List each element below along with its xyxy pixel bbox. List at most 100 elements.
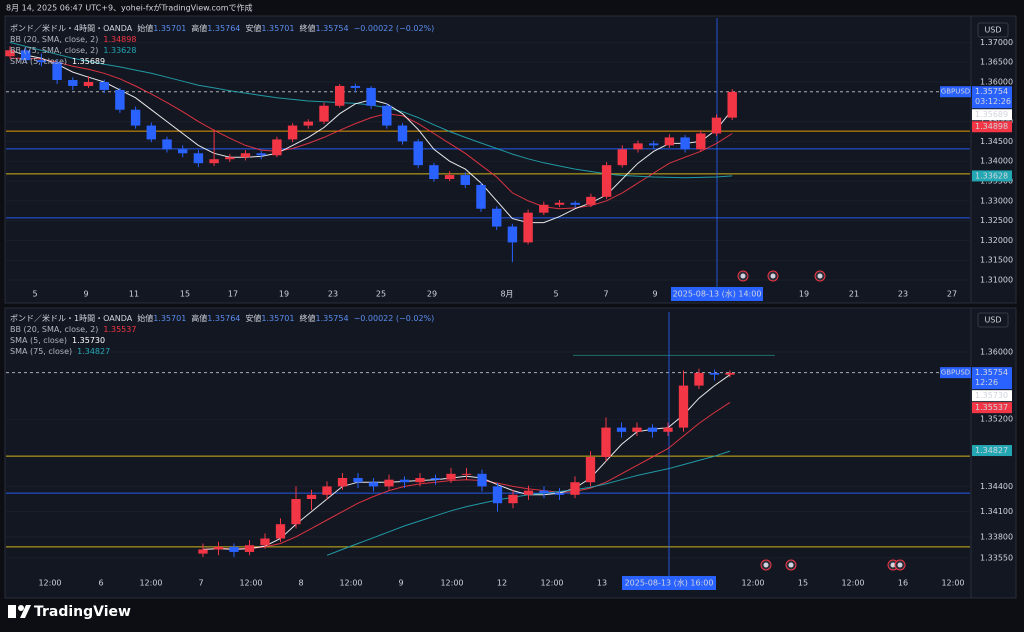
event-icon-inner (890, 562, 896, 568)
y-tick-label: 1.36000 (980, 347, 1013, 356)
candle-body (177, 149, 188, 154)
candle-body (694, 372, 704, 386)
x-tick-label: 8 (298, 579, 303, 588)
candle-body (413, 141, 423, 166)
x-tick-label: 23 (328, 290, 338, 299)
candle-body (337, 478, 348, 487)
crosshair-label-bg (622, 576, 716, 590)
legend-label: 高値 (191, 313, 207, 323)
indicator-tag: 1.35537 (975, 403, 1008, 412)
legend-label: 安値 (245, 23, 261, 33)
y-tick-label: 1.34100 (980, 507, 1013, 516)
candle-body (601, 427, 611, 458)
y-tick-label: 1.31000 (980, 276, 1013, 285)
price-tag: 1.35754 (975, 368, 1008, 377)
indicator-name: BB (20, SMA, close, 2) (10, 325, 98, 334)
candle-body (444, 175, 455, 180)
indicator-name: BB (75, SMA, close, 2) (10, 46, 98, 55)
x-tick-label: 12:00 (339, 579, 362, 588)
candle-body (397, 125, 408, 142)
currency: USD (984, 26, 1001, 35)
indicator-tag-bg (972, 170, 1012, 182)
candle-body (350, 85, 361, 88)
y-tick-label: 1.35200 (980, 415, 1013, 424)
x-tick-label: 12:00 (540, 579, 563, 588)
candle-body (632, 427, 642, 432)
logo-text: TradingView (34, 604, 131, 620)
crosshair-label: 2025-08-13 (水) 14:00 (673, 289, 762, 299)
candle-body (477, 473, 487, 487)
x-tick-label: 8月 (500, 290, 513, 299)
indicator-line (10, 57, 733, 210)
x-tick-label: 12:00 (741, 579, 764, 588)
x-tick-label: 29 (427, 290, 437, 299)
legend-line: BB (20, SMA, close, 2) 1.34898 (10, 35, 136, 44)
event-icon-inner (788, 562, 794, 568)
legend-value: 1.35764 (207, 314, 240, 323)
candle-body (725, 372, 735, 375)
indicator-tag: 1.35689 (975, 110, 1008, 119)
price-tag-bg (972, 86, 1012, 109)
x-tick-label: 12:00 (941, 579, 964, 588)
logo: TradingView (8, 604, 131, 620)
x-tick-label: 12:00 (239, 579, 262, 588)
x-tick-label: 15 (180, 290, 190, 299)
legend-value: 1.35701 (153, 314, 186, 323)
candle-body (209, 159, 219, 164)
event-icon-inner (817, 273, 823, 279)
candle-body (130, 109, 141, 126)
countdown: 12:26 (975, 378, 998, 387)
candle-body (648, 143, 659, 146)
x-tick-label: 16 (898, 579, 908, 588)
y-tick-label: 1.33000 (980, 196, 1013, 205)
x-tick-label: 23 (898, 290, 908, 299)
candle-body (225, 157, 235, 160)
candle-body (430, 478, 441, 480)
logo-icon (8, 605, 16, 618)
y-tick-label: 1.31500 (980, 256, 1013, 265)
candle-body (570, 482, 580, 495)
candle-body (539, 204, 549, 213)
event-icon-inner (897, 562, 903, 568)
logo-icon (20, 605, 31, 618)
candle-body (256, 153, 266, 156)
x-tick-label: 12:00 (440, 579, 463, 588)
candle-body (115, 89, 125, 110)
x-tick-label: 25 (376, 290, 386, 299)
candle-body (601, 165, 612, 197)
legend-line: ポンド／米ドル・1時間・OANDA 始値1.35701 高値1.35764 安値1.3… (10, 313, 434, 323)
candle-body (664, 137, 675, 146)
candle-body (99, 81, 109, 90)
legend-value: 1.35754 (315, 314, 348, 323)
chart: 1.310001.320001.325001.330001.335001.340… (5, 18, 1013, 301)
indicator-tag-bg (972, 402, 1012, 414)
indicator-tag-bg (972, 445, 1012, 457)
candle-body (272, 139, 282, 156)
y-tick-label: 1.36500 (980, 58, 1013, 67)
legend-change: −0.00022 (−0.02%) (354, 314, 435, 323)
legend-change: −0.00022 (−0.02%) (354, 24, 435, 33)
y-tick-label: 1.33800 (980, 532, 1013, 541)
candle-body (586, 196, 596, 205)
candle-body (709, 372, 720, 375)
x-tick-label: 7 (603, 290, 608, 299)
candle-body (647, 427, 658, 432)
x-tick-label: 15 (798, 579, 808, 588)
event-icon-inner (770, 273, 776, 279)
indicator-tag: 1.33628 (975, 171, 1008, 180)
candle-body (260, 538, 270, 546)
price-tag-bg (972, 367, 1012, 390)
y-tick-label: 1.33550 (980, 553, 1013, 562)
candle-body (616, 427, 627, 432)
candle-body (291, 499, 301, 525)
indicator-value: 1.33628 (103, 46, 136, 55)
currency-box (977, 22, 1009, 38)
indicator-tag-bg (972, 390, 1012, 402)
candle-body (366, 87, 376, 106)
legend-value: 1.35754 (315, 24, 348, 33)
y-tick-label: 1.36000 (980, 77, 1013, 86)
legend-line: SMA (5, close) 1.35689 (10, 57, 105, 66)
x-tick-label: 9 (652, 290, 657, 299)
x-tick-label: 13 (597, 579, 607, 588)
